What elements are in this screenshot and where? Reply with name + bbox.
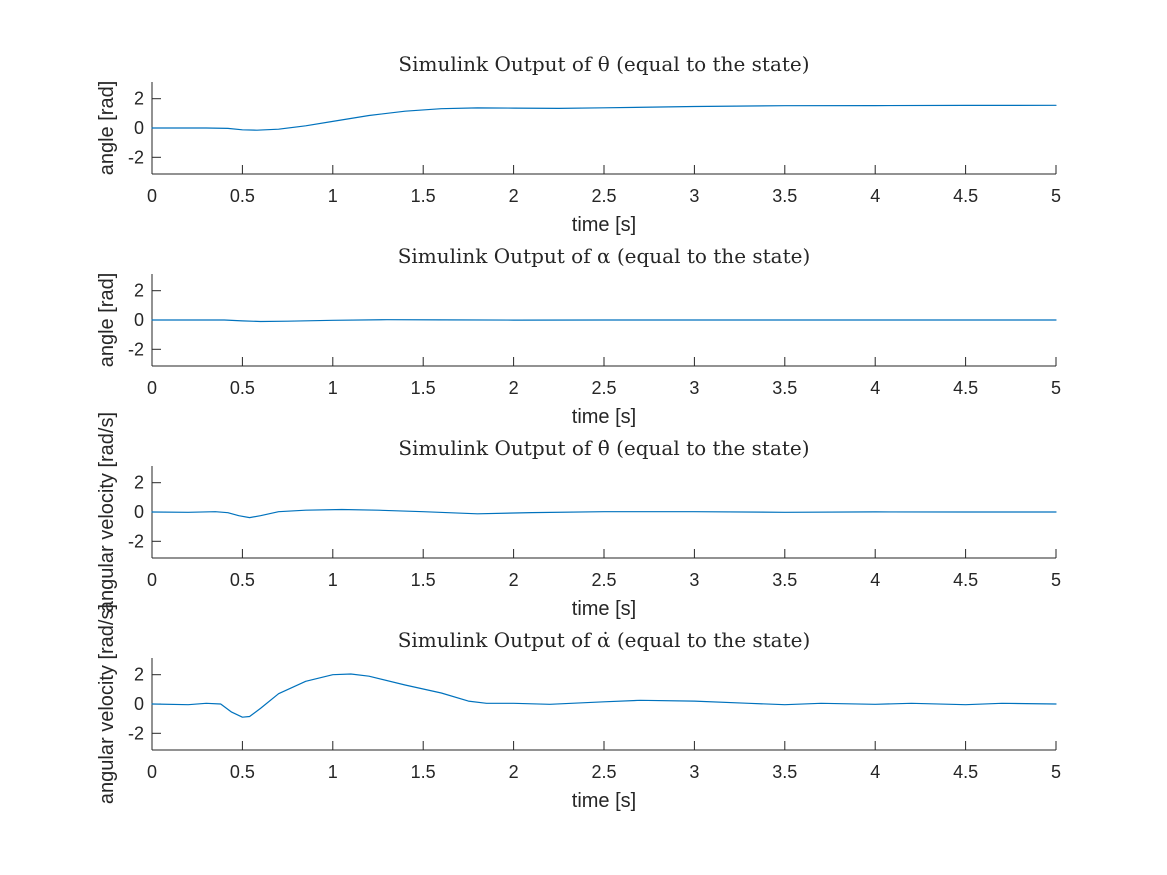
y-tick-label: -2 <box>128 531 144 551</box>
x-tick-label: 0.5 <box>230 186 255 206</box>
subplot-title: Simulink Output of α (equal to the state… <box>398 244 811 268</box>
x-tick-label: 0.5 <box>230 378 255 398</box>
x-tick-label: 5 <box>1051 570 1061 590</box>
x-tick-label: 1.5 <box>411 378 436 398</box>
x-tick-label: 3.5 <box>772 378 797 398</box>
y-tick-label: 0 <box>134 694 144 714</box>
x-tick-label: 3.5 <box>772 762 797 782</box>
x-axis-label: time [s] <box>572 214 636 236</box>
x-tick-label: 3 <box>689 570 699 590</box>
subplot-2: Simulink Output of α (equal to the state… <box>96 244 1061 428</box>
x-tick-label: 2.5 <box>591 570 616 590</box>
x-tick-label: 2 <box>509 186 519 206</box>
x-tick-label: 0 <box>147 570 157 590</box>
x-tick-label: 2.5 <box>591 186 616 206</box>
x-tick-label: 2 <box>509 762 519 782</box>
x-tick-label: 0 <box>147 762 157 782</box>
y-tick-label: 0 <box>134 310 144 330</box>
x-tick-label: 5 <box>1051 762 1061 782</box>
y-axis-label: angular velocity [rad/s] <box>96 604 118 804</box>
x-tick-label: 0 <box>147 186 157 206</box>
y-axis-label: angle [rad] <box>96 81 118 176</box>
y-tick-label: -2 <box>128 723 144 743</box>
y-tick-label: 0 <box>134 118 144 138</box>
x-tick-label: 2.5 <box>591 762 616 782</box>
x-tick-label: 0.5 <box>230 570 255 590</box>
x-tick-label: 4.5 <box>953 570 978 590</box>
x-tick-label: 5 <box>1051 186 1061 206</box>
x-tick-label: 1.5 <box>411 762 436 782</box>
x-tick-label: 0 <box>147 378 157 398</box>
x-tick-label: 5 <box>1051 378 1061 398</box>
series-line <box>151 104 1057 131</box>
x-tick-label: 1 <box>328 378 338 398</box>
x-tick-label: 3 <box>689 378 699 398</box>
x-tick-label: 1 <box>328 186 338 206</box>
y-tick-label: -2 <box>128 147 144 167</box>
x-tick-label: 4 <box>870 762 880 782</box>
x-tick-label: 1.5 <box>411 570 436 590</box>
x-tick-label: 4 <box>870 570 880 590</box>
y-tick-label: 2 <box>134 281 144 301</box>
x-tick-label: 4.5 <box>953 186 978 206</box>
x-tick-label: 4.5 <box>953 378 978 398</box>
y-tick-label: 0 <box>134 502 144 522</box>
series-line <box>151 319 1057 323</box>
x-tick-label: 4 <box>870 186 880 206</box>
x-tick-label: 1 <box>328 762 338 782</box>
x-tick-label: 4.5 <box>953 762 978 782</box>
y-tick-label: 2 <box>134 665 144 685</box>
x-tick-label: 3.5 <box>772 186 797 206</box>
series-line <box>151 508 1057 519</box>
x-tick-label: 3 <box>689 186 699 206</box>
subplot-title: Simulink Output of α̇ (equal to the stat… <box>398 628 811 652</box>
x-tick-label: 2.5 <box>591 378 616 398</box>
subplot-title: Simulink Output of θ (equal to the state… <box>398 52 809 76</box>
x-tick-label: 3.5 <box>772 570 797 590</box>
x-tick-label: 0.5 <box>230 762 255 782</box>
y-axis-label: angle [rad] <box>96 273 118 368</box>
series-line <box>151 673 1057 718</box>
x-axis-label: time [s] <box>572 598 636 620</box>
y-axis-label: angular velocity [rad/s] <box>96 412 118 612</box>
subplot-title: Simulink Output of θ̇ (equal to the stat… <box>398 436 809 460</box>
subplot-3: Simulink Output of θ̇ (equal to the stat… <box>96 412 1061 620</box>
y-tick-label: -2 <box>128 339 144 359</box>
subplot-4: Simulink Output of α̇ (equal to the stat… <box>96 604 1061 812</box>
y-tick-label: 2 <box>134 89 144 109</box>
subplot-1: Simulink Output of θ (equal to the state… <box>96 52 1061 236</box>
x-axis-label: time [s] <box>572 406 636 428</box>
y-tick-label: 2 <box>134 473 144 493</box>
subplots: Simulink Output of θ (equal to the state… <box>96 52 1061 812</box>
x-tick-label: 1.5 <box>411 186 436 206</box>
x-tick-label: 2 <box>509 378 519 398</box>
x-tick-label: 4 <box>870 378 880 398</box>
x-tick-label: 2 <box>509 570 519 590</box>
x-tick-label: 1 <box>328 570 338 590</box>
x-axis-label: time [s] <box>572 790 636 812</box>
x-tick-label: 3 <box>689 762 699 782</box>
